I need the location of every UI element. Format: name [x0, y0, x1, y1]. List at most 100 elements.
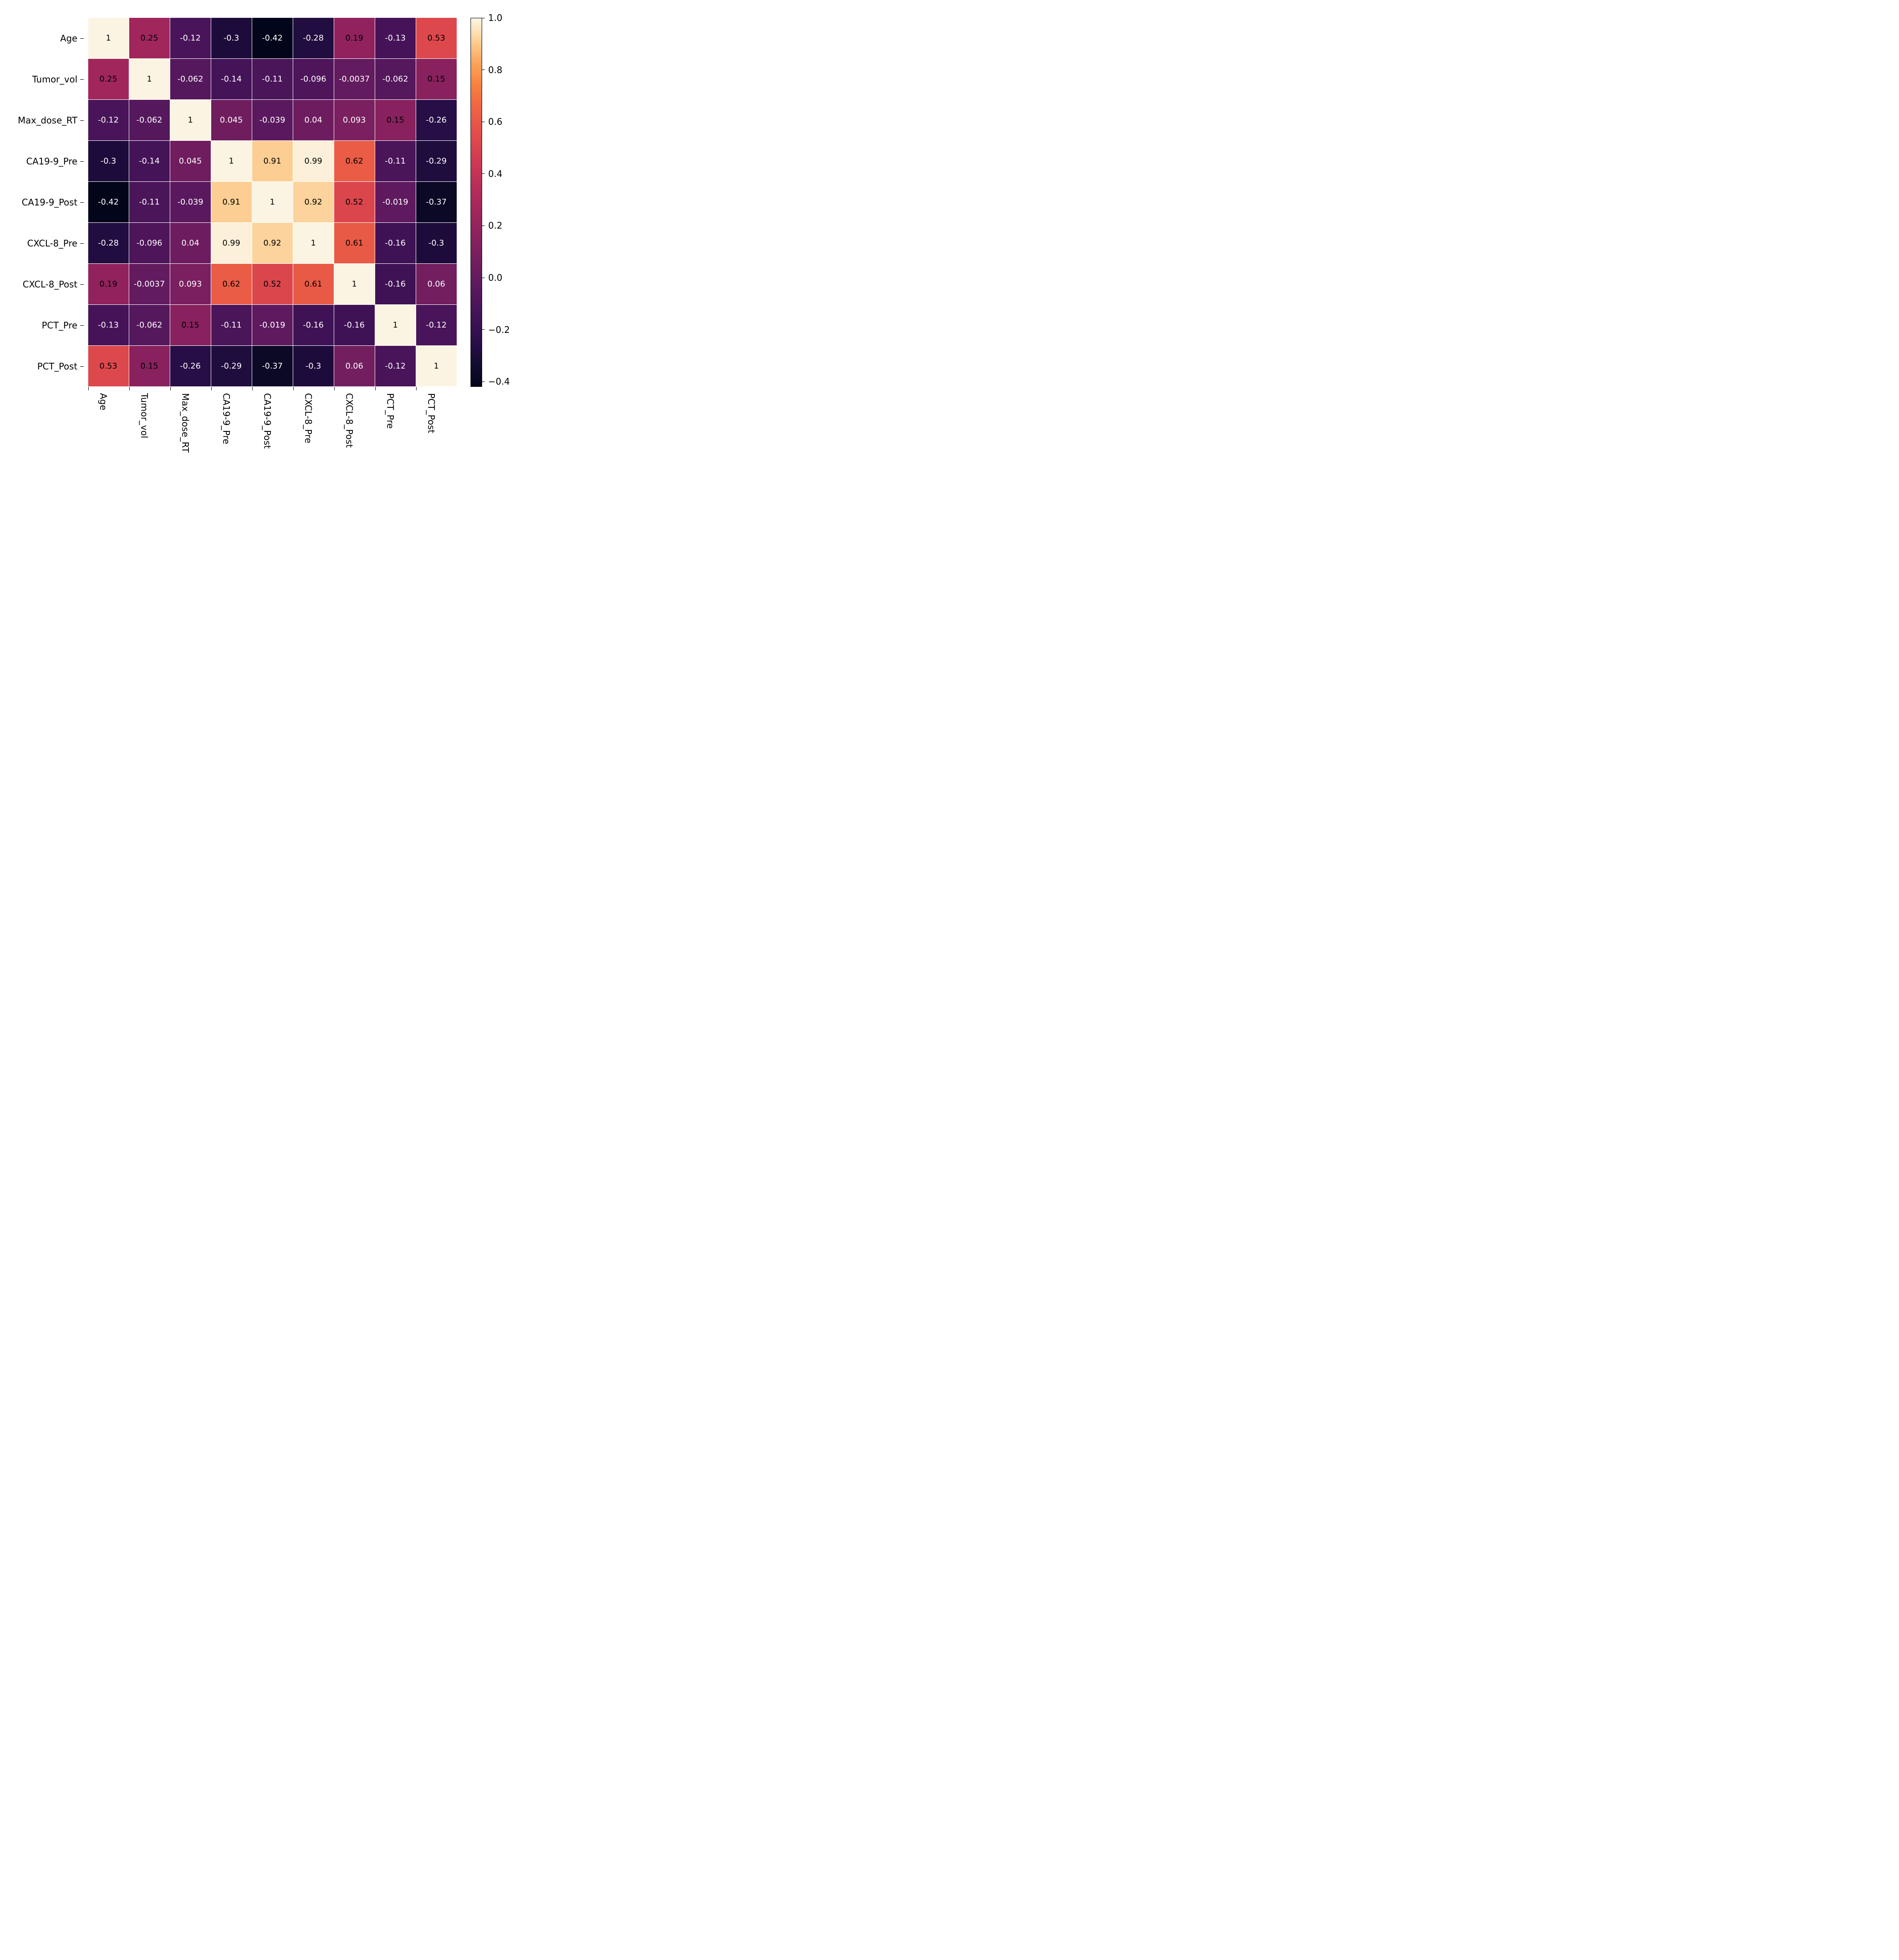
heatmap-cell: 1 — [252, 182, 293, 223]
x-axis-label: CA19-9_Pre — [211, 387, 252, 463]
x-axis-label: CXCL-8_Post — [334, 387, 375, 463]
y-axis-label: PCT_Pre — [18, 305, 88, 346]
heatmap-cell: -0.3 — [416, 223, 457, 264]
x-axis-label: PCT_Post — [416, 387, 457, 463]
y-axis-label: Age — [18, 18, 88, 59]
heatmap-cell: 1 — [416, 346, 457, 387]
heatmap-cell: -0.26 — [416, 100, 457, 141]
correlation-heatmap-figure: AgeTumor_volMax_dose_RTCA19-9_PreCA19-9_… — [18, 18, 1881, 463]
axis-tick — [170, 387, 171, 390]
heatmap-cell: 1 — [334, 264, 375, 305]
heatmap-cell: -0.42 — [88, 182, 129, 223]
axis-tick — [80, 325, 84, 326]
heatmap-cell: -0.16 — [293, 305, 334, 346]
heatmap-cell: -0.12 — [375, 346, 416, 387]
heatmap-cell: 0.045 — [211, 100, 252, 141]
heatmap-cell: 0.045 — [170, 141, 211, 182]
heatmap-cell: -0.14 — [211, 59, 252, 100]
heatmap-cell: 0.25 — [88, 59, 129, 100]
heatmap-cell: 0.04 — [170, 223, 211, 264]
heatmap-cell: 1 — [170, 100, 211, 141]
heatmap-cell: 0.04 — [293, 100, 334, 141]
x-axis-label: PCT_Pre — [375, 387, 416, 463]
heatmap-cell: 0.52 — [334, 182, 375, 223]
heatmap-cell: -0.3 — [293, 346, 334, 387]
x-axis-label: Max_dose_RT — [170, 387, 211, 463]
heatmap-cell: 0.62 — [334, 141, 375, 182]
heatmap-cell: 0.15 — [129, 346, 170, 387]
axis-tick — [129, 387, 130, 390]
colorbar-tick: −0.2 — [482, 324, 510, 335]
heatmap-cell: -0.039 — [170, 182, 211, 223]
heatmap-cell: -0.062 — [129, 100, 170, 141]
heatmap-cell: -0.11 — [375, 141, 416, 182]
heatmap-cell: 0.92 — [293, 182, 334, 223]
y-axis-label: Tumor_vol — [18, 59, 88, 100]
axis-tick — [80, 120, 84, 121]
x-axis-label: Age — [88, 387, 129, 463]
axis-tick — [416, 387, 417, 390]
heatmap-grid: 10.25-0.12-0.3-0.42-0.280.19-0.130.530.2… — [88, 18, 457, 387]
heatmap-cell: -0.16 — [334, 305, 375, 346]
heatmap-cell: 0.61 — [293, 264, 334, 305]
heatmap-cell: 0.06 — [334, 346, 375, 387]
axis-tick — [252, 387, 253, 390]
y-axis-label: CA19-9_Pre — [18, 141, 88, 182]
heatmap-cell: 0.15 — [375, 100, 416, 141]
heatmap-cell: -0.096 — [293, 59, 334, 100]
heatmap-cell: -0.13 — [375, 18, 416, 59]
x-axis-labels: AgeTumor_volMax_dose_RTCA19-9_PreCA19-9_… — [88, 387, 457, 463]
axis-tick — [80, 366, 84, 367]
heatmap-cell: 0.99 — [293, 141, 334, 182]
heatmap-cell: -0.039 — [252, 100, 293, 141]
heatmap-cell: -0.16 — [375, 264, 416, 305]
heatmap-cell: -0.29 — [416, 141, 457, 182]
heatmap-cell: -0.062 — [129, 305, 170, 346]
heatmap-cell: 0.91 — [211, 182, 252, 223]
axis-tick — [88, 387, 89, 390]
heatmap-cell: -0.37 — [252, 346, 293, 387]
heatmap-cell: -0.11 — [211, 305, 252, 346]
heatmap-cell: -0.12 — [416, 305, 457, 346]
heatmap-cell: 0.15 — [170, 305, 211, 346]
heatmap-cell: -0.019 — [252, 305, 293, 346]
colorbar-tick: 0.0 — [482, 272, 503, 283]
heatmap-cell: 1 — [375, 305, 416, 346]
y-axis-label: CXCL-8_Pre — [18, 223, 88, 264]
heatmap-cell: 0.19 — [88, 264, 129, 305]
heatmap-cell: -0.3 — [211, 18, 252, 59]
heatmap-cell: -0.0037 — [129, 264, 170, 305]
heatmap-cell: -0.12 — [88, 100, 129, 141]
heatmap-cell: -0.13 — [88, 305, 129, 346]
axis-tick — [80, 161, 84, 162]
heatmap-cell: 0.62 — [211, 264, 252, 305]
heatmap-cell: 1 — [129, 59, 170, 100]
heatmap-cell: -0.42 — [252, 18, 293, 59]
heatmap-cell: 0.53 — [416, 18, 457, 59]
axis-tick — [334, 387, 335, 390]
heatmap-cell: -0.14 — [129, 141, 170, 182]
heatmap-cell: -0.16 — [375, 223, 416, 264]
heatmap-cell: -0.12 — [170, 18, 211, 59]
heatmap-body: AgeTumor_volMax_dose_RTCA19-9_PreCA19-9_… — [18, 18, 457, 387]
x-axis-label: Tumor_vol — [129, 387, 170, 463]
heatmap-cell: 0.91 — [252, 141, 293, 182]
heatmap-cell: 0.99 — [211, 223, 252, 264]
heatmap-cell: 1 — [211, 141, 252, 182]
y-axis-label: PCT_Post — [18, 346, 88, 387]
axis-tick — [80, 38, 84, 39]
colorbar-tick: 0.6 — [482, 116, 503, 127]
heatmap-cell: 0.06 — [416, 264, 457, 305]
heatmap-cell: 0.53 — [88, 346, 129, 387]
axis-tick — [80, 202, 84, 203]
colorbar-tick: 1.0 — [482, 12, 503, 23]
heatmap-cell: -0.062 — [170, 59, 211, 100]
axis-tick — [375, 387, 376, 390]
heatmap-cell: -0.019 — [375, 182, 416, 223]
colorbar-tick: 0.4 — [482, 168, 503, 179]
axis-tick — [80, 243, 84, 244]
x-axis-label: CA19-9_Post — [252, 387, 293, 463]
axis-tick — [293, 387, 294, 390]
y-axis-labels: AgeTumor_volMax_dose_RTCA19-9_PreCA19-9_… — [18, 18, 88, 387]
colorbar-tick: 0.8 — [482, 65, 503, 75]
